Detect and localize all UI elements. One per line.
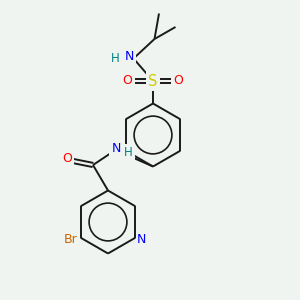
- Text: O: O: [123, 74, 132, 88]
- Text: H: H: [124, 146, 133, 159]
- Text: Br: Br: [63, 233, 77, 246]
- Text: N: N: [124, 50, 134, 63]
- Text: O: O: [62, 152, 72, 166]
- Text: H: H: [111, 52, 120, 65]
- Text: S: S: [148, 74, 158, 88]
- Text: N: N: [137, 233, 147, 246]
- Text: N: N: [111, 142, 121, 155]
- Text: O: O: [174, 74, 183, 88]
